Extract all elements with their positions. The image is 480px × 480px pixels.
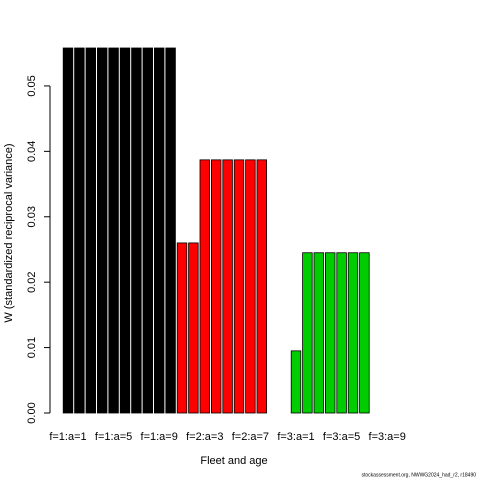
footnote: stockassessment.org, NWWG2024_had_r2, r1… xyxy=(362,472,477,478)
bar xyxy=(302,252,313,414)
y-tick-label: 0.05 xyxy=(26,75,38,96)
bar xyxy=(176,242,188,414)
y-tick-label: 0.03 xyxy=(26,206,38,227)
bar xyxy=(119,47,131,414)
bar xyxy=(97,47,108,414)
bar xyxy=(108,47,119,414)
bar xyxy=(245,159,256,414)
y-tick-label: 0.02 xyxy=(26,271,38,292)
x-tick-label: f=1:a=5 xyxy=(95,431,132,443)
bar xyxy=(210,159,222,414)
bar xyxy=(233,159,245,414)
bar xyxy=(199,159,211,414)
y-tick-label: 0.00 xyxy=(26,402,38,423)
bar xyxy=(336,252,347,414)
bar xyxy=(188,242,199,414)
x-tick-label: f=2:a=7 xyxy=(232,431,269,443)
bar xyxy=(142,47,154,414)
x-tick-label: f=3:a=5 xyxy=(323,431,360,443)
bar xyxy=(359,252,370,414)
bar xyxy=(324,252,336,414)
x-tick-label: f=1:a=9 xyxy=(141,431,178,443)
x-tick-label: f=2:a=3 xyxy=(186,431,223,443)
bar xyxy=(85,47,97,414)
bar xyxy=(153,47,165,414)
bar xyxy=(347,252,359,414)
x-tick-label: f=3:a=9 xyxy=(369,431,406,443)
y-axis-label: W (standardized reciprocal variance) xyxy=(3,143,15,322)
bar xyxy=(74,47,85,414)
x-axis-label: Fleet and age xyxy=(200,455,267,467)
y-tick-label: 0.01 xyxy=(26,337,38,358)
bar xyxy=(222,159,233,414)
bar xyxy=(290,350,302,414)
x-tick-label: f=3:a=1 xyxy=(277,431,314,443)
x-tick-label: f=1:a=1 xyxy=(49,431,86,443)
bar xyxy=(256,159,268,414)
bar xyxy=(313,252,325,414)
bar xyxy=(165,47,176,414)
y-tick-label: 0.04 xyxy=(26,141,38,162)
bar xyxy=(131,47,142,414)
bar xyxy=(62,47,74,414)
